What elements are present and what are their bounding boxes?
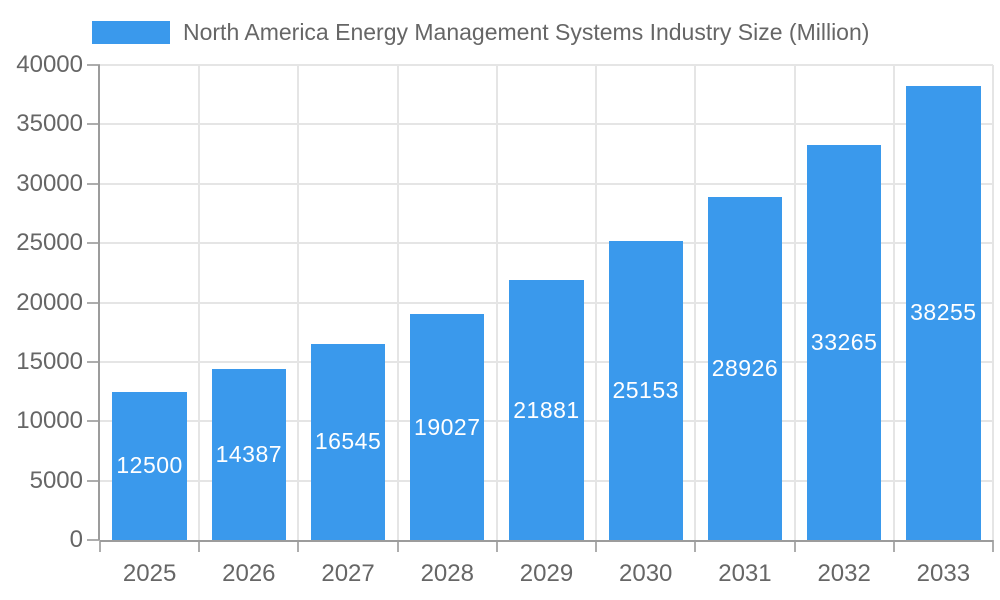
x-axis-tick xyxy=(495,540,498,552)
bar: 12500 xyxy=(112,391,187,540)
x-axis-line xyxy=(100,540,993,542)
bar: 14387 xyxy=(211,369,287,540)
y-axis-tick xyxy=(87,242,100,245)
y-axis-tick xyxy=(87,539,100,541)
legend-swatch xyxy=(92,20,170,44)
y-axis-label: 20000 xyxy=(16,288,83,316)
v-gridline xyxy=(495,65,498,540)
y-axis-tick xyxy=(87,360,100,363)
x-axis-tick xyxy=(396,540,399,552)
bar-value-label: 19027 xyxy=(414,413,481,440)
h-gridline xyxy=(100,123,993,126)
legend-label: North America Energy Management Systems … xyxy=(183,18,870,45)
x-axis-tick xyxy=(694,540,697,552)
h-gridline xyxy=(100,242,993,245)
bar-value-label: 21881 xyxy=(513,396,580,423)
bar-value-label: 16545 xyxy=(314,428,382,455)
y-axis-label: 10000 xyxy=(16,407,83,435)
bar: 25153 xyxy=(608,241,683,540)
y-axis-tick xyxy=(87,123,100,126)
chart-legend: North America Energy Management Systems … xyxy=(92,14,869,50)
v-gridline xyxy=(694,65,697,540)
y-axis-label: 30000 xyxy=(16,169,83,197)
y-axis-tick xyxy=(87,420,100,423)
x-axis-label: 2033 xyxy=(916,560,971,587)
x-axis-label: 2030 xyxy=(619,560,673,587)
v-gridline xyxy=(892,65,895,540)
v-gridline xyxy=(992,65,994,540)
y-axis-label: 35000 xyxy=(16,110,83,138)
y-axis-line xyxy=(98,65,100,540)
y-axis-tick xyxy=(87,301,100,304)
bar: 33265 xyxy=(806,144,882,540)
h-gridline xyxy=(100,182,993,185)
x-axis-label: 2026 xyxy=(222,560,276,587)
bar: 19027 xyxy=(410,314,485,540)
x-axis-tick xyxy=(297,540,300,552)
x-axis-tick xyxy=(198,540,201,552)
x-axis-tick xyxy=(892,540,895,552)
y-axis-label: 15000 xyxy=(16,347,83,375)
y-axis-tick xyxy=(87,182,100,185)
x-axis-label: 2031 xyxy=(718,560,772,587)
y-axis-label: 40000 xyxy=(16,51,83,78)
y-axis-label: 0 xyxy=(69,526,83,553)
x-axis-label: 2028 xyxy=(420,560,474,587)
v-gridline xyxy=(297,65,300,540)
bar-value-label: 33265 xyxy=(810,328,878,355)
bar-value-label: 12500 xyxy=(116,452,183,479)
h-gridline xyxy=(100,64,993,66)
y-axis-label: 25000 xyxy=(16,229,83,257)
bar: 28926 xyxy=(707,196,783,540)
bar-value-label: 14387 xyxy=(215,441,283,468)
bar-value-label: 28926 xyxy=(711,354,779,381)
bar: 16545 xyxy=(310,343,386,540)
x-axis-label: 2025 xyxy=(122,560,177,587)
bar: 38255 xyxy=(906,85,981,540)
v-gridline xyxy=(396,65,399,540)
x-axis-tick xyxy=(793,540,796,552)
x-axis-tick xyxy=(595,540,598,552)
y-axis-tick xyxy=(87,64,100,66)
x-axis-tick xyxy=(99,540,101,552)
v-gridline xyxy=(595,65,598,540)
y-axis-tick xyxy=(87,479,100,482)
bar-value-label: 38255 xyxy=(910,299,977,326)
y-axis-label: 5000 xyxy=(29,466,83,494)
x-axis-label: 2029 xyxy=(519,560,574,587)
bar: 21881 xyxy=(509,280,584,540)
v-gridline xyxy=(198,65,201,540)
x-axis-label: 2032 xyxy=(817,560,871,587)
x-axis-label: 2027 xyxy=(321,560,375,587)
x-axis-tick xyxy=(992,540,994,552)
bar-value-label: 25153 xyxy=(612,377,679,404)
v-gridline xyxy=(793,65,796,540)
